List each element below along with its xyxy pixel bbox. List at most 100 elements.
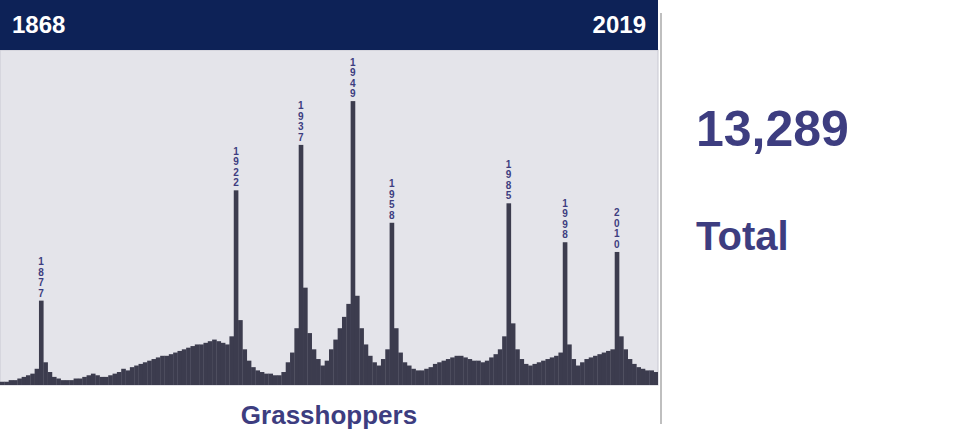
bar xyxy=(277,375,282,385)
peak-label-char: 5 xyxy=(506,190,512,201)
peak-label-char: 1 xyxy=(389,178,395,189)
bar xyxy=(411,369,416,385)
bar xyxy=(515,349,520,385)
bar xyxy=(506,203,511,385)
bar xyxy=(121,369,126,385)
bar xyxy=(108,375,113,385)
bar xyxy=(100,377,105,385)
bar xyxy=(56,379,61,385)
bar xyxy=(641,369,646,385)
bar xyxy=(459,356,464,385)
peak-label: 1877 xyxy=(38,256,44,299)
peak-label-char: 1 xyxy=(350,57,356,68)
bar xyxy=(30,374,35,385)
bar xyxy=(645,370,650,385)
bar xyxy=(563,242,568,385)
header xyxy=(0,0,658,50)
bar xyxy=(502,336,507,385)
bar xyxy=(225,344,230,385)
bar xyxy=(169,354,174,385)
bar xyxy=(455,356,460,385)
bar xyxy=(182,349,187,385)
bar xyxy=(450,357,455,385)
bar xyxy=(420,370,425,385)
bar xyxy=(78,379,83,385)
peak-label-char: 5 xyxy=(389,199,395,210)
peak-label: 1949 xyxy=(350,57,356,100)
peak-label: 1985 xyxy=(506,159,512,202)
bar xyxy=(589,357,594,385)
bar xyxy=(143,362,148,385)
chart: 1868201918771922193719491958198519982010… xyxy=(0,0,960,437)
bar xyxy=(117,372,122,385)
peak-label-char: 2 xyxy=(614,207,620,218)
bar xyxy=(203,343,208,385)
peak-label-char: 2 xyxy=(233,177,239,188)
bar xyxy=(74,379,79,385)
bar xyxy=(229,336,234,385)
peak-label-char: 9 xyxy=(506,169,512,180)
bar xyxy=(160,356,165,385)
bar xyxy=(87,375,92,385)
peak-label-char: 8 xyxy=(389,210,395,221)
bar xyxy=(147,361,152,385)
total-value: 13,289 xyxy=(696,101,849,157)
total-label: Total xyxy=(696,214,789,258)
bar xyxy=(576,366,581,385)
bar xyxy=(190,346,195,385)
bar xyxy=(359,328,364,385)
bar xyxy=(628,359,633,385)
bar xyxy=(312,349,317,385)
bar xyxy=(390,223,395,385)
plot-area xyxy=(0,50,658,385)
bar xyxy=(299,145,304,385)
bar xyxy=(195,344,200,385)
bar xyxy=(139,364,144,385)
bar xyxy=(623,349,628,385)
bar xyxy=(247,361,252,385)
peak-label-char: 9 xyxy=(389,189,395,200)
bar xyxy=(537,362,542,385)
peak-label-char: 1 xyxy=(38,256,44,267)
peak-label: 1958 xyxy=(389,178,395,221)
bar xyxy=(134,366,139,385)
bar xyxy=(385,349,390,385)
bar xyxy=(13,380,18,385)
bar xyxy=(554,356,559,385)
bar xyxy=(424,369,429,385)
peak-label-char: 9 xyxy=(350,67,356,78)
peak-label-char: 9 xyxy=(233,156,239,167)
bar xyxy=(403,362,408,385)
divider xyxy=(660,13,662,424)
peak-label-char: 7 xyxy=(38,277,44,288)
bar xyxy=(528,366,533,385)
peak-label-char: 9 xyxy=(562,208,568,219)
bar xyxy=(273,375,278,385)
bar xyxy=(0,382,5,385)
bar xyxy=(165,356,170,385)
bar xyxy=(333,340,338,385)
bar xyxy=(212,340,217,385)
peak-label: 1922 xyxy=(233,146,239,189)
bar xyxy=(346,304,351,385)
bar xyxy=(268,374,273,385)
bar xyxy=(126,370,131,385)
peak-label-char: 0 xyxy=(614,218,620,229)
bar xyxy=(407,366,412,385)
bar xyxy=(463,357,468,385)
bar xyxy=(442,361,447,385)
peak-label-char: 2 xyxy=(233,167,239,178)
bar xyxy=(381,359,386,385)
bar xyxy=(95,375,100,385)
bar xyxy=(173,353,178,385)
x-axis-label: Grasshoppers xyxy=(241,400,417,430)
bar xyxy=(294,328,299,385)
bar xyxy=(571,359,576,385)
bar xyxy=(416,370,421,385)
bar xyxy=(606,351,611,385)
peak-label-char: 1 xyxy=(298,100,304,111)
bar xyxy=(234,190,239,385)
peak-label-char: 7 xyxy=(298,132,304,143)
bar xyxy=(545,359,550,385)
bar xyxy=(429,367,434,385)
